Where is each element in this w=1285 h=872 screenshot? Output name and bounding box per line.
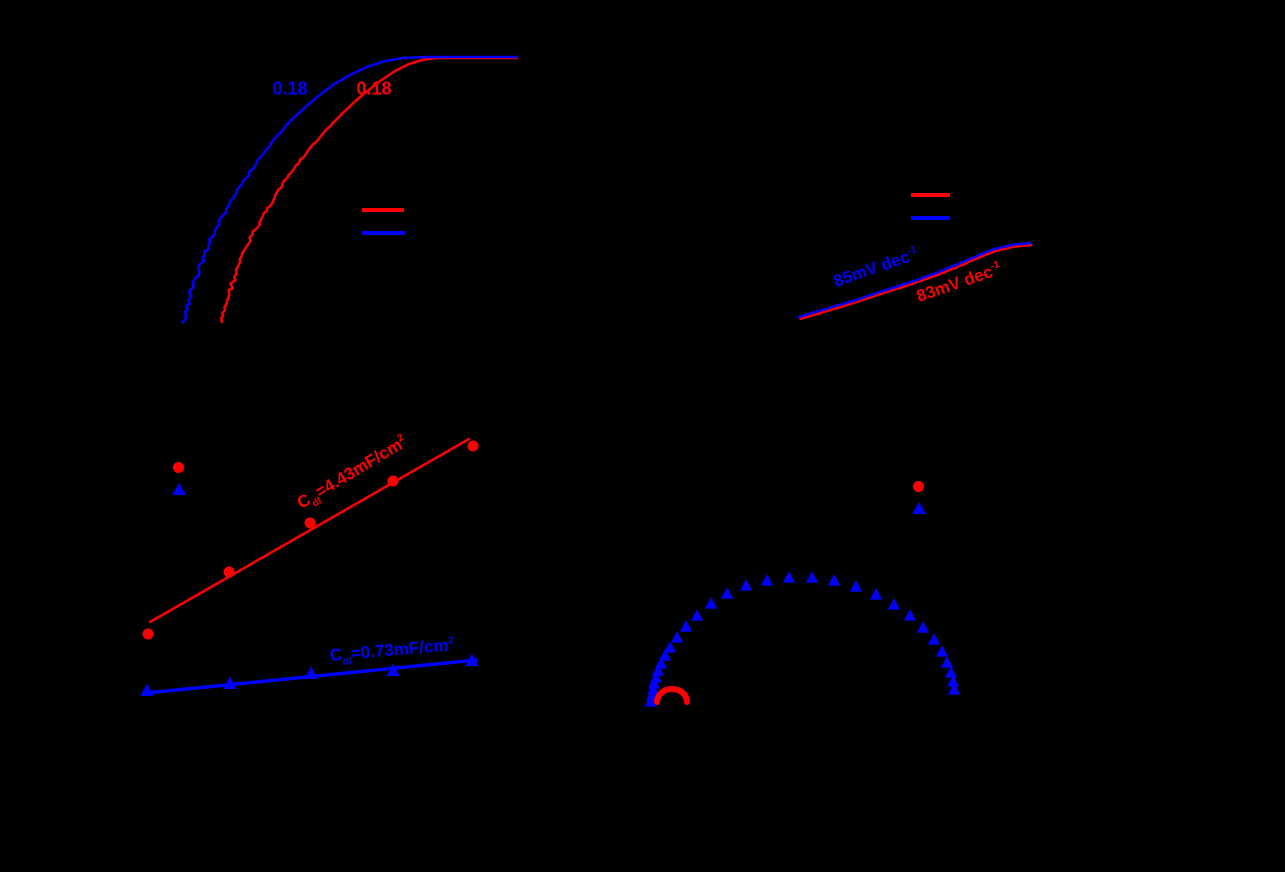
eis-semicircle-blue [903, 609, 917, 621]
eis-semicircle-blue [927, 633, 941, 645]
eis-semicircle-blue [720, 587, 734, 599]
tafel-legend-red-line-swatch [911, 193, 950, 197]
eis-semicircle-blue [760, 574, 774, 586]
eis-semicircle-blue [690, 609, 704, 621]
eis-semicircle-blue [946, 675, 960, 687]
cdl-legend-red-circle-marker [173, 462, 184, 473]
tafel-line-blue [797, 241, 1032, 319]
eis-semicircle-blue [679, 620, 693, 632]
cdl-points-blue [304, 666, 318, 680]
eis-semicircle-blue [827, 574, 841, 586]
cdl-blue-symbol: C [328, 644, 343, 665]
cdl-points-red [387, 475, 399, 487]
eis-semicircle-blue [658, 649, 672, 661]
lsv-legend-red-line-swatch [362, 208, 404, 212]
eis-semicircle-blue [887, 598, 901, 610]
eis-semicircle-blue [869, 588, 883, 600]
lsv-curve-blue [181, 55, 519, 324]
eis-semicircle-blue [649, 671, 663, 683]
eis-semicircle-blue [647, 677, 661, 689]
cdl-points-red [467, 440, 479, 452]
eis-semicircle-blue [654, 657, 668, 669]
eis-semicircle-blue [644, 695, 658, 707]
cdl-points-blue [386, 663, 400, 677]
cdl-legend-blue-triangle-marker [172, 483, 186, 495]
eis-semicircle-blue [670, 631, 684, 643]
lsv-overpotential-blue-label: 0.18 [272, 78, 308, 99]
cdl-points-blue [223, 676, 237, 690]
eis-semicircle-blue [940, 656, 954, 668]
lsv-legend-blue-line-swatch [362, 231, 405, 235]
cdl-fit-red [148, 437, 471, 624]
cdl-points-red [304, 517, 316, 529]
cdl-points-red [223, 566, 235, 578]
eis-semicircle-blue [739, 579, 753, 591]
eis-semicircle-blue [805, 571, 819, 583]
eis-semicircle-blue [651, 664, 665, 676]
eis-semicircle-red [654, 686, 690, 705]
eis-semicircle-blue [663, 641, 677, 653]
eis-legend-blue-triangle-marker [912, 502, 926, 514]
eis-semicircle-blue [935, 645, 949, 657]
eis-semicircle-blue [704, 597, 718, 609]
cdl-points-blue [140, 683, 154, 697]
eis-legend-red-circle-marker [913, 481, 924, 492]
cdl-points-red [142, 628, 154, 640]
eis-semicircle-blue [916, 621, 930, 633]
eis-semicircle-blue [782, 571, 796, 583]
eis-semicircle-blue [646, 683, 660, 695]
eis-semicircle-blue [849, 580, 863, 592]
tafel-legend-blue-line-swatch [911, 216, 950, 220]
eis-semicircle-blue [944, 666, 958, 678]
cdl-points-blue [465, 653, 479, 667]
lsv-overpotential-red-label: 0.18 [356, 78, 392, 99]
eis-semicircle-blue [947, 683, 961, 695]
cdl-blue-exponent: 2 [447, 635, 454, 647]
tafel-line-red [799, 243, 1033, 321]
